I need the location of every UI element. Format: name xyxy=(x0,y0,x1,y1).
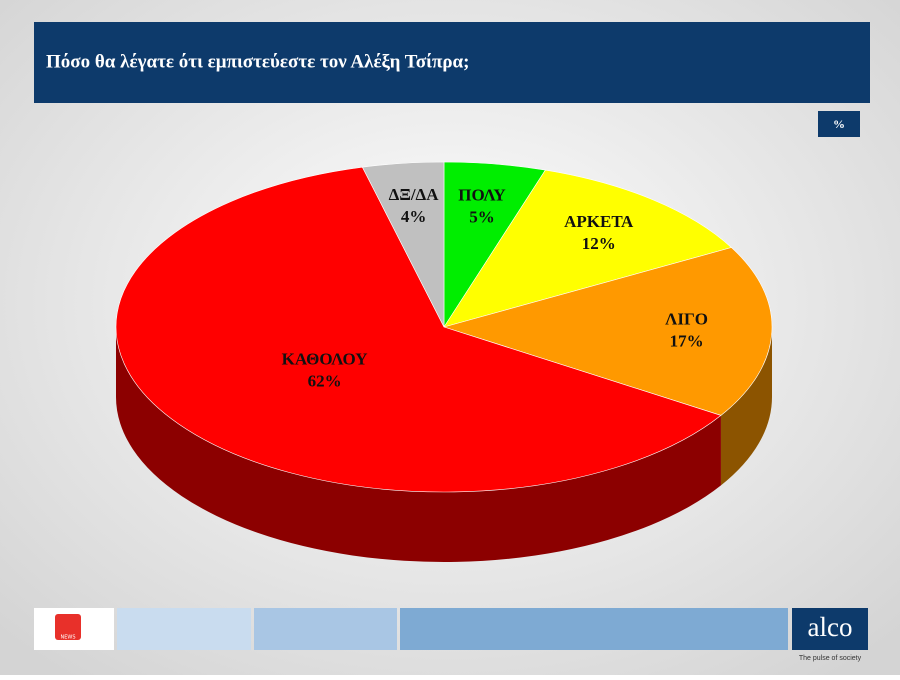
slice-value-label: 5% xyxy=(469,207,495,226)
footer-bar xyxy=(117,608,251,650)
brand-box xyxy=(792,608,868,650)
footer-bar xyxy=(254,608,397,650)
slice xyxy=(115,166,722,493)
slice-value-label: 17% xyxy=(670,332,704,351)
slice-side xyxy=(720,327,772,486)
brand: alco xyxy=(808,612,853,642)
chart-title: Πόσο θα λέγατε ότι εμπιστεύεστε τον Αλέξ… xyxy=(46,51,470,72)
slice-label: ΠΟΛΥ xyxy=(458,185,506,204)
slice-label: ΑΡΚΕΤΑ xyxy=(564,212,634,231)
slice-label: ΔΞ/ΔΑ xyxy=(389,185,440,204)
pie: ΠΟΛΥ 5% ΑΡΚΕΤΑ 12% ΛΙΓΟ 17% ΚΑΘΟΛΟΥ 62% ΔΞ/ΔΑ 4% xyxy=(115,161,773,562)
slice-value-label: 4% xyxy=(401,207,427,226)
slice-side xyxy=(116,327,721,562)
unit-badge xyxy=(818,111,860,137)
slice xyxy=(442,247,773,416)
slice-value-label: 62% xyxy=(308,372,342,391)
tagline: The pulse of society xyxy=(799,655,862,662)
header-bar xyxy=(34,22,870,103)
footer-bar xyxy=(400,608,788,650)
slice-value-label: 12% xyxy=(582,234,616,253)
logo-icon xyxy=(55,614,81,640)
slice-label: ΚΑΘΟΛΟΥ xyxy=(282,350,368,369)
unit-badge-text: % xyxy=(833,117,845,131)
slice xyxy=(443,169,733,328)
logo-text: NEWS xyxy=(60,635,75,641)
slice-label: ΛΙΓΟ xyxy=(665,310,708,329)
slice xyxy=(361,161,445,328)
